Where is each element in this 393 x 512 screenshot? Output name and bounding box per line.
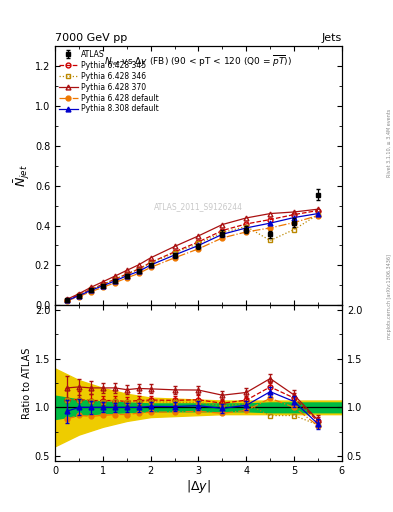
- X-axis label: $|\Delta y|$: $|\Delta y|$: [186, 478, 211, 496]
- Y-axis label: $\bar{N}_{jet}$: $\bar{N}_{jet}$: [13, 164, 32, 187]
- Legend: ATLAS, Pythia 6.428 345, Pythia 6.428 346, Pythia 6.428 370, Pythia 6.428 defaul: ATLAS, Pythia 6.428 345, Pythia 6.428 34…: [57, 48, 160, 115]
- Text: ATLAS_2011_S9126244: ATLAS_2011_S9126244: [154, 202, 243, 211]
- Text: $N_{jet}$ vs $\Delta y$ (FB) (90 < pT < 120 (Q0 = $\overline{pT}$)): $N_{jet}$ vs $\Delta y$ (FB) (90 < pT < …: [105, 54, 292, 69]
- Text: 7000 GeV pp: 7000 GeV pp: [55, 33, 127, 44]
- Text: Rivet 3.1.10, ≥ 3.4M events: Rivet 3.1.10, ≥ 3.4M events: [387, 109, 392, 178]
- Y-axis label: Ratio to ATLAS: Ratio to ATLAS: [22, 347, 32, 419]
- Text: Jets: Jets: [321, 33, 342, 44]
- Text: mcplots.cern.ch [arXiv:1306.3436]: mcplots.cern.ch [arXiv:1306.3436]: [387, 254, 392, 339]
